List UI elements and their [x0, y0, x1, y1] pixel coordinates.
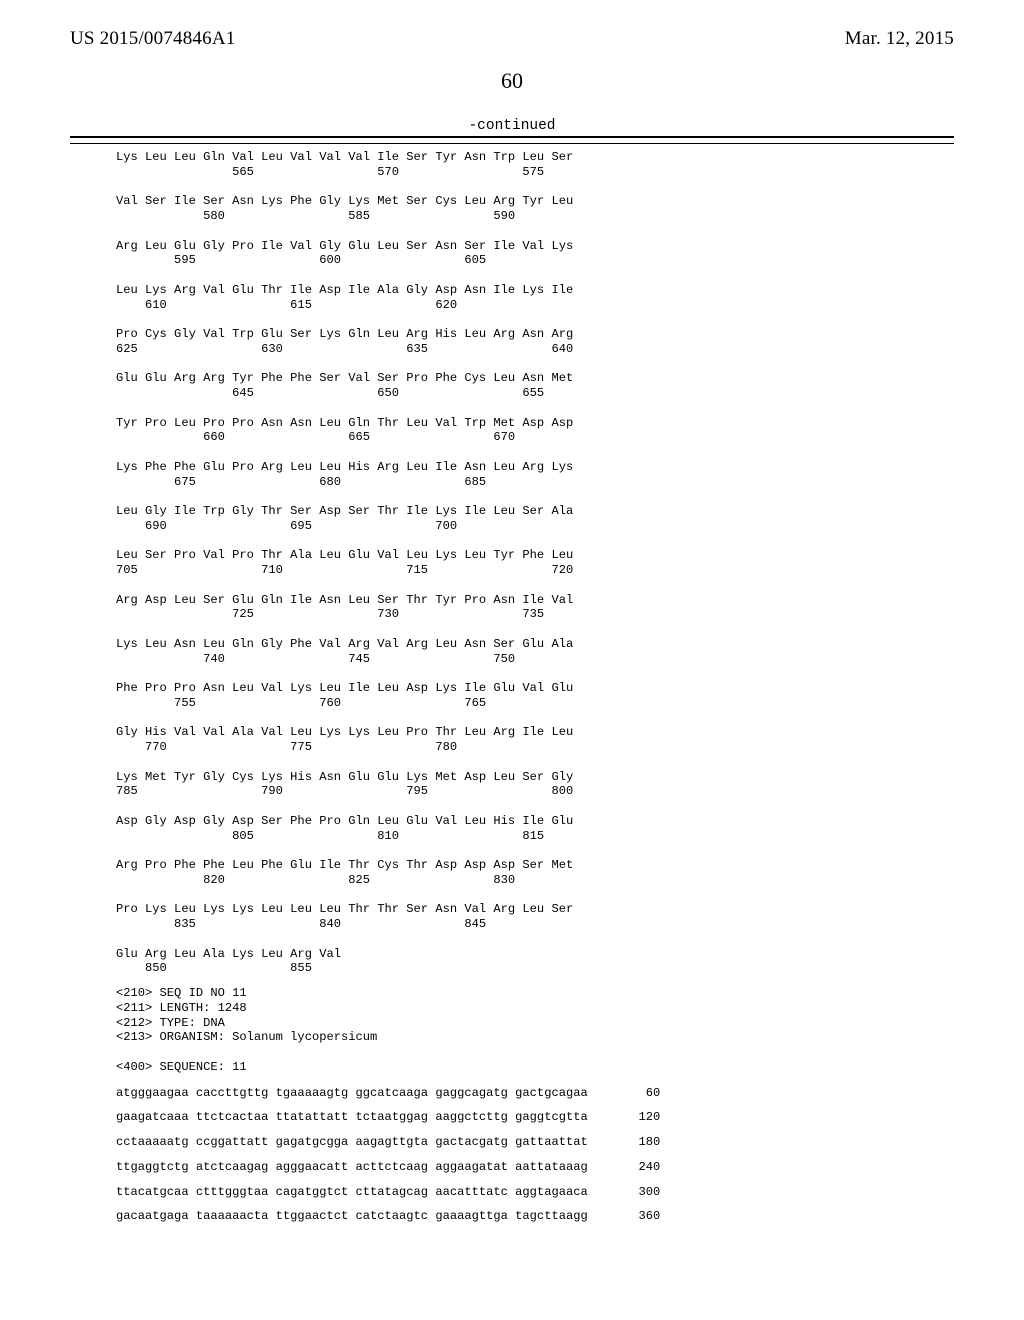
dna-sequence-block: atgggaagaa caccttgttg tgaaaaagtg ggcatca…: [70, 1075, 954, 1230]
protein-sequence-block: Lys Leu Leu Gln Val Leu Val Val Val Ile …: [70, 144, 954, 976]
page: US 2015/0074846A1 Mar. 12, 2015 60 -cont…: [0, 0, 1024, 1320]
continued-label: -continued: [70, 118, 954, 134]
header-left: US 2015/0074846A1: [70, 28, 235, 50]
header-right: Mar. 12, 2015: [845, 28, 954, 50]
page-number: 60: [70, 68, 954, 94]
running-header: US 2015/0074846A1 Mar. 12, 2015: [70, 28, 954, 50]
sequence-meta-block: <210> SEQ ID NO 11 <211> LENGTH: 1248 <2…: [70, 976, 954, 1075]
